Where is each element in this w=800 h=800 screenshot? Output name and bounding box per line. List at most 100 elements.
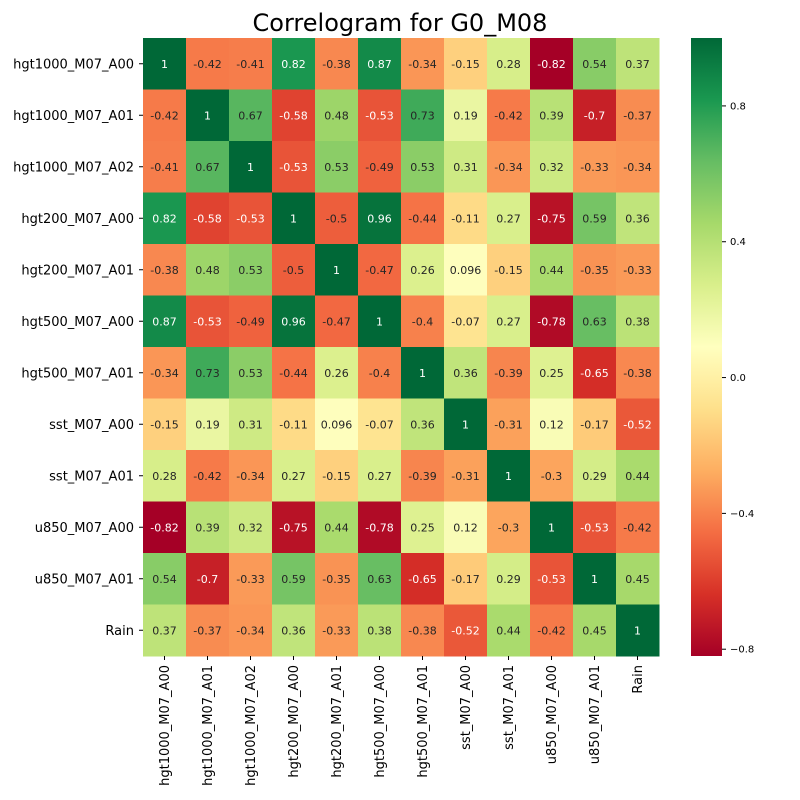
cell-value-label: -0.38	[623, 367, 651, 380]
cell-value-label: -0.65	[580, 367, 608, 380]
cell-value-label: -0.41	[236, 58, 264, 71]
cell-value-label: 0.26	[324, 367, 349, 380]
cell-value-label: 0.29	[582, 470, 607, 483]
heatmap-cell	[186, 501, 230, 554]
heatmap-cell	[444, 604, 488, 657]
heatmap-cell	[358, 89, 402, 142]
heatmap-cell	[315, 192, 359, 245]
heatmap-cell	[315, 553, 359, 605]
y-tick-label: hgt500_M07_A00	[21, 315, 134, 330]
heatmap-cell	[358, 398, 402, 451]
cell-value-label: 0.96	[367, 212, 392, 225]
cell-value-label: -0.53	[193, 315, 221, 328]
heatmap-cell	[616, 553, 660, 605]
heatmap-cell	[315, 501, 359, 554]
heatmap-cell	[358, 553, 402, 605]
heatmap-cell	[487, 192, 531, 245]
heatmap-cell	[573, 192, 617, 245]
cell-value-label: -0.31	[451, 470, 479, 483]
cell-value-label: -0.3	[498, 521, 519, 534]
heatmap-cell	[358, 192, 402, 245]
cell-value-label: 0.73	[195, 367, 220, 380]
heatmap-cell	[487, 398, 531, 451]
heatmap-cell	[573, 295, 617, 348]
cell-value-label: -0.38	[408, 624, 436, 637]
cell-value-label: 0.28	[152, 470, 177, 483]
heatmap-cell	[573, 244, 617, 296]
cell-value-label: -0.33	[322, 624, 350, 637]
cell-value-label: -0.3	[541, 470, 562, 483]
cell-value-label: -0.52	[451, 624, 479, 637]
cell-value-label: 1	[634, 624, 641, 637]
cell-value-label: 0.44	[496, 624, 521, 637]
heatmap-cell	[573, 450, 617, 502]
cell-value-label: 0.096	[450, 264, 482, 277]
cell-value-label: -0.42	[150, 109, 178, 122]
x-tick-label: sst_M07_A00	[459, 665, 474, 750]
cell-value-label: 0.32	[238, 521, 263, 534]
cell-value-label: 0.27	[496, 212, 521, 225]
cell-value-label: -0.39	[408, 470, 436, 483]
heatmap-cell	[315, 38, 359, 90]
heatmap-cell	[530, 450, 574, 502]
heatmap-cell	[444, 192, 488, 245]
cell-value-label: 0.44	[324, 521, 349, 534]
heatmap-cell	[272, 244, 316, 296]
cell-value-label: 0.28	[496, 58, 521, 71]
cell-value-label: 1	[247, 161, 254, 174]
cell-value-label: 0.12	[453, 521, 478, 534]
cell-value-label: -0.53	[236, 212, 264, 225]
cell-value-label: 1	[376, 315, 383, 328]
heatmap-cell	[573, 398, 617, 451]
heatmap-cell	[444, 244, 488, 296]
cell-value-label: 0.54	[582, 58, 607, 71]
heatmap-cell	[272, 553, 316, 605]
colorbar	[691, 38, 722, 656]
cell-value-label: -0.53	[365, 109, 393, 122]
cell-value-label: -0.39	[494, 367, 522, 380]
heatmap-cell	[530, 398, 574, 451]
cell-value-label: 0.36	[625, 212, 650, 225]
heatmap-cell	[186, 347, 230, 399]
heatmap-cell	[401, 295, 445, 348]
cell-value-label: 0.48	[195, 264, 220, 277]
cell-value-label: -0.5	[326, 212, 347, 225]
heatmap-cell	[487, 89, 531, 142]
cell-value-label: -0.44	[408, 212, 436, 225]
y-tick-labels: hgt1000_M07_A00 hgt1000_M07_A01 hgt1000_M0…	[13, 57, 143, 639]
heatmap-cell	[315, 398, 359, 451]
heatmap-cell	[186, 141, 230, 193]
heatmap-cell	[143, 192, 187, 245]
cell-value-label: -0.42	[494, 109, 522, 122]
heatmap-cell	[229, 244, 273, 296]
cell-value-label: -0.37	[193, 624, 221, 637]
cell-value-label: 1	[290, 212, 297, 225]
heatmap-cell	[401, 38, 445, 90]
heatmap-cell	[487, 347, 531, 399]
y-tick-label: hgt200_M07_A01	[21, 263, 134, 278]
heatmap-cell	[401, 192, 445, 245]
heatmap-cell	[272, 89, 316, 142]
cell-value-label: -0.49	[365, 161, 393, 174]
heatmap-cell	[143, 501, 187, 554]
heatmap-cell	[573, 38, 617, 90]
cell-value-label: -0.37	[623, 109, 651, 122]
cell-value-label: -0.15	[451, 58, 479, 71]
heatmap-cell	[530, 192, 574, 245]
heatmap-cell	[229, 604, 273, 657]
heatmap-cell	[229, 347, 273, 399]
heatmap-cell	[487, 38, 531, 90]
cell-value-label: -0.75	[279, 521, 307, 534]
colorbar-tick-label: −0.8	[730, 645, 754, 656]
cell-value-label: 0.82	[152, 212, 177, 225]
heatmap-cell	[358, 347, 402, 399]
colorbar-tick-label: −0.4	[730, 509, 754, 520]
cell-value-label: -0.35	[580, 264, 608, 277]
cell-value-label: -0.58	[193, 212, 221, 225]
cell-value-label: -0.34	[236, 470, 264, 483]
cell-value-label: 0.54	[152, 573, 177, 586]
cell-value-label: -0.07	[451, 315, 479, 328]
x-tick-label: hgt500_M07_A00	[373, 665, 388, 778]
cell-value-label: 0.38	[625, 315, 650, 328]
